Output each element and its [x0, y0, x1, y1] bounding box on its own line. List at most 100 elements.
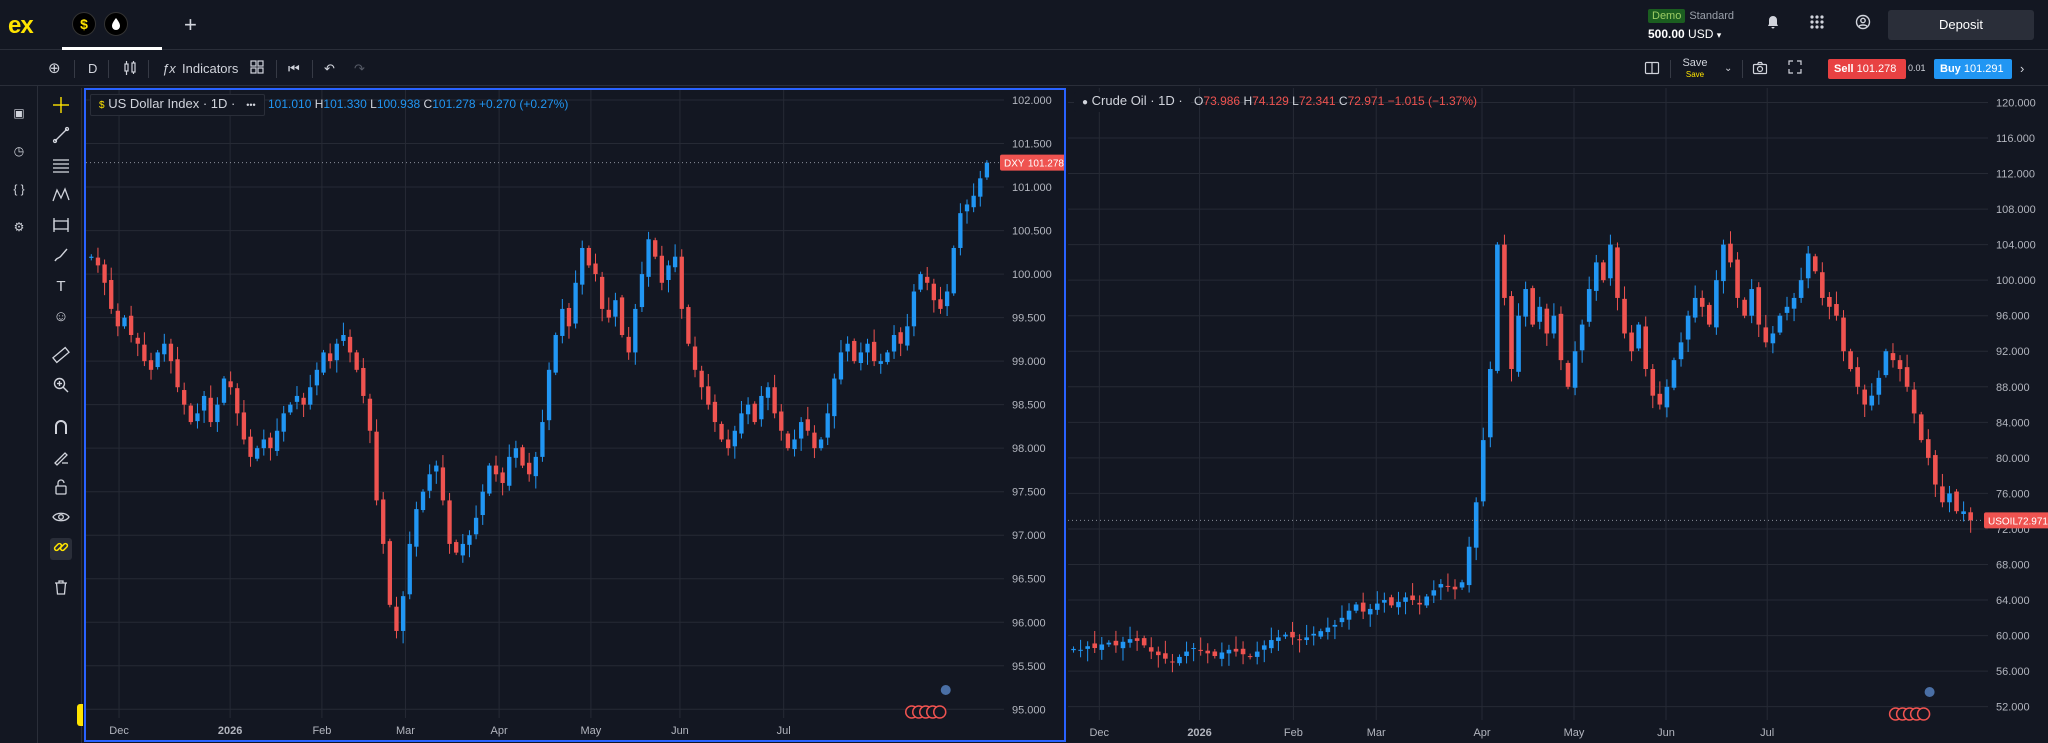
layouts-icon[interactable] [250, 60, 264, 78]
chevron-right-icon[interactable]: › [2020, 61, 2025, 76]
dxy-candle [938, 286, 943, 314]
usoil-candle-body [1608, 244, 1613, 279]
candle-type-icon[interactable] [122, 60, 138, 78]
usoil-candle [1763, 314, 1769, 348]
usoil-candle-body [1904, 367, 1910, 387]
usoil-candle [1678, 332, 1684, 367]
lock-draw-icon[interactable] [50, 448, 72, 470]
dxy-candle [414, 501, 419, 557]
save-button[interactable]: Save Save [1680, 57, 1710, 79]
usoil-candle [1509, 291, 1514, 382]
dxy-candle-body [387, 541, 393, 605]
usoil-symbol-box[interactable]: ● Crude Oil · 1D · [1074, 92, 1191, 112]
account-summary[interactable]: Demo Standard 500.00 USD ▾ [1648, 9, 1734, 41]
fullscreen-icon[interactable] [1788, 60, 1802, 78]
chart-pane-usoil[interactable]: 120.000 116.000 112.000 108.000 104.000 100.0… [1068, 88, 2048, 742]
alarm-icon[interactable]: ◷ [13, 144, 25, 158]
dxy-candle-body [122, 317, 127, 327]
dxy-candle-body [407, 543, 412, 595]
toolbar-collapse-handle[interactable] [77, 704, 83, 726]
undo-icon[interactable]: ↶ [324, 61, 335, 76]
dxy-candle-body [500, 472, 505, 483]
zoom-in-icon[interactable] [50, 376, 72, 398]
more-dots-icon[interactable]: ••• [246, 100, 256, 110]
profile-icon[interactable] [1852, 14, 1874, 36]
add-symbol-icon[interactable]: ⊕ [48, 60, 61, 77]
dxy-chart-canvas[interactable]: 102.000 101.500 101.000 100.500 100.000 99.50… [86, 90, 1064, 740]
usoil-candle [1650, 364, 1656, 409]
lock-icon[interactable] [50, 478, 72, 500]
dxy-candle [288, 402, 293, 415]
usoil-candle-body [1918, 414, 1924, 441]
measure-range-icon[interactable] [50, 216, 72, 238]
dxy-candle-body [739, 413, 744, 434]
apps-grid-icon[interactable] [1806, 14, 1828, 36]
dxy-candle [274, 418, 280, 456]
crosshair-icon[interactable] [50, 96, 72, 118]
redo-icon[interactable]: ↷ [354, 61, 365, 76]
sell-button[interactable]: Sell 101.278 [1828, 59, 1906, 79]
usoil-y-tick-label: 116.000 [1996, 133, 2035, 145]
tab-group-charts[interactable]: $ [62, 0, 162, 50]
dxy-y-tick-label: 99.500 [1012, 313, 1046, 325]
interval-selector[interactable]: D [88, 61, 98, 76]
buy-button[interactable]: Buy 101.291 [1934, 59, 2012, 79]
usoil-candle [1156, 646, 1161, 668]
usoil-candle-body [1551, 315, 1557, 334]
usoil-candle-body [1586, 289, 1592, 322]
dxy-candle [540, 409, 545, 462]
dxy-candle [507, 444, 512, 491]
ruler-icon[interactable] [50, 346, 72, 368]
text-tool-icon[interactable]: T [56, 278, 66, 295]
bell-icon[interactable] [1762, 14, 1784, 36]
buy-price: 101.291 [1963, 63, 2004, 75]
magnet-icon[interactable] [50, 418, 72, 440]
usoil-candle-body [1643, 326, 1649, 370]
link-icon[interactable] [50, 538, 72, 560]
replay-icon[interactable]: ⏮ [288, 61, 300, 76]
gear-icon[interactable]: ⚙ [13, 220, 25, 234]
trash-icon[interactable] [50, 578, 72, 600]
emoji-icon[interactable]: ☺ [53, 308, 69, 325]
usoil-candle [1466, 536, 1472, 593]
usoil-candle [1269, 627, 1274, 654]
usoil-candle-body [1473, 502, 1479, 548]
usoil-change: −1.015 (−1.37%) [1387, 94, 1478, 108]
oil-drop-icon[interactable] [104, 12, 128, 36]
trend-line-icon[interactable] [50, 126, 72, 148]
add-tab-button[interactable]: + [184, 12, 197, 37]
horizontal-lines-icon[interactable] [50, 156, 72, 178]
dxy-candle [878, 353, 883, 374]
dxy-candle [228, 371, 233, 395]
deposit-button[interactable]: Deposit [1888, 10, 2034, 40]
save-chevron-down-icon[interactable]: ⌄ [1724, 63, 1733, 74]
usoil-candle [1382, 592, 1387, 613]
usoil-candle [1791, 292, 1797, 322]
camera-icon[interactable] [1752, 60, 1768, 78]
indicators-icon[interactable]: ƒx [162, 61, 176, 76]
usoil-candle-body [1120, 641, 1126, 649]
chart-pane-dxy[interactable]: 102.000 101.500 101.000 100.500 100.000 99.50… [84, 88, 1066, 742]
dxy-candle [898, 327, 903, 357]
split-layout-icon[interactable] [1644, 60, 1660, 78]
code-icon[interactable]: { } [13, 182, 25, 196]
app-logo[interactable]: ex [8, 12, 34, 39]
dollar-icon[interactable]: $ [72, 12, 96, 36]
usoil-chart-canvas[interactable]: 120.000 116.000 112.000 108.000 104.000 100.0… [1068, 88, 2048, 742]
usoil-candle-body [1523, 289, 1528, 317]
dxy-candle-body [533, 456, 538, 477]
dxy-candle-body [619, 297, 625, 336]
dxy-symbol-box[interactable]: $ US Dollar Index · 1D · ••• [90, 94, 265, 116]
indicators-button[interactable]: Indicators [182, 61, 239, 76]
calendar-icon[interactable]: ▣ [13, 106, 25, 120]
dxy-x-tick-label: Jul [777, 725, 791, 737]
usoil-open: 73.986 [1203, 94, 1241, 108]
eye-icon[interactable] [50, 508, 72, 530]
usoil-y-tick-label: 104.000 [1996, 240, 2036, 252]
usoil-y-tick-label: 68.000 [1996, 560, 2030, 572]
pattern-icon[interactable] [50, 186, 72, 208]
dxy-candle [195, 403, 200, 429]
dxy-candle-body [898, 332, 903, 344]
usoil-candle-body [1834, 304, 1839, 316]
brush-icon[interactable] [50, 246, 72, 268]
